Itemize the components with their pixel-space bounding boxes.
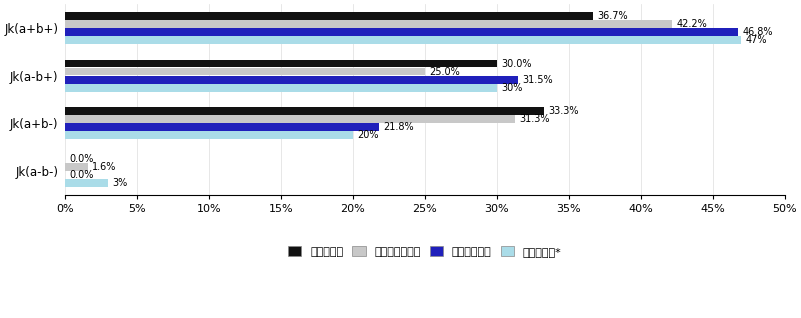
Bar: [65, 68, 425, 75]
Bar: [65, 28, 739, 36]
Text: 33.3%: 33.3%: [549, 106, 579, 116]
Text: 25.0%: 25.0%: [429, 66, 460, 77]
Text: 0.0%: 0.0%: [70, 154, 94, 164]
Bar: [65, 20, 672, 28]
Text: 30.0%: 30.0%: [501, 59, 532, 68]
Text: 46.8%: 46.8%: [743, 27, 773, 37]
Bar: [65, 59, 497, 67]
Bar: [65, 115, 516, 123]
Text: 1.6%: 1.6%: [92, 162, 117, 172]
Bar: [65, 12, 594, 20]
Text: 47%: 47%: [746, 35, 767, 45]
Legend: 다문화성인, 다문화가정자녀, 일반가정자녀, 한국인빈도*: 다문화성인, 다문화가정자녀, 일반가정자녀, 한국인빈도*: [284, 242, 566, 261]
Bar: [65, 76, 518, 84]
Text: 20%: 20%: [357, 130, 379, 140]
Bar: [65, 179, 108, 187]
Bar: [65, 36, 742, 44]
Bar: [65, 107, 544, 115]
Bar: [65, 84, 497, 92]
Bar: [65, 123, 379, 131]
Text: 21.8%: 21.8%: [383, 122, 413, 132]
Text: 36.7%: 36.7%: [598, 11, 628, 21]
Bar: [65, 163, 88, 171]
Text: 3%: 3%: [113, 178, 128, 188]
Text: 31.3%: 31.3%: [520, 114, 550, 124]
Bar: [65, 131, 353, 139]
Text: 30%: 30%: [501, 83, 522, 93]
Text: 0.0%: 0.0%: [70, 170, 94, 180]
Text: 42.2%: 42.2%: [677, 19, 707, 29]
Text: 31.5%: 31.5%: [523, 75, 553, 85]
